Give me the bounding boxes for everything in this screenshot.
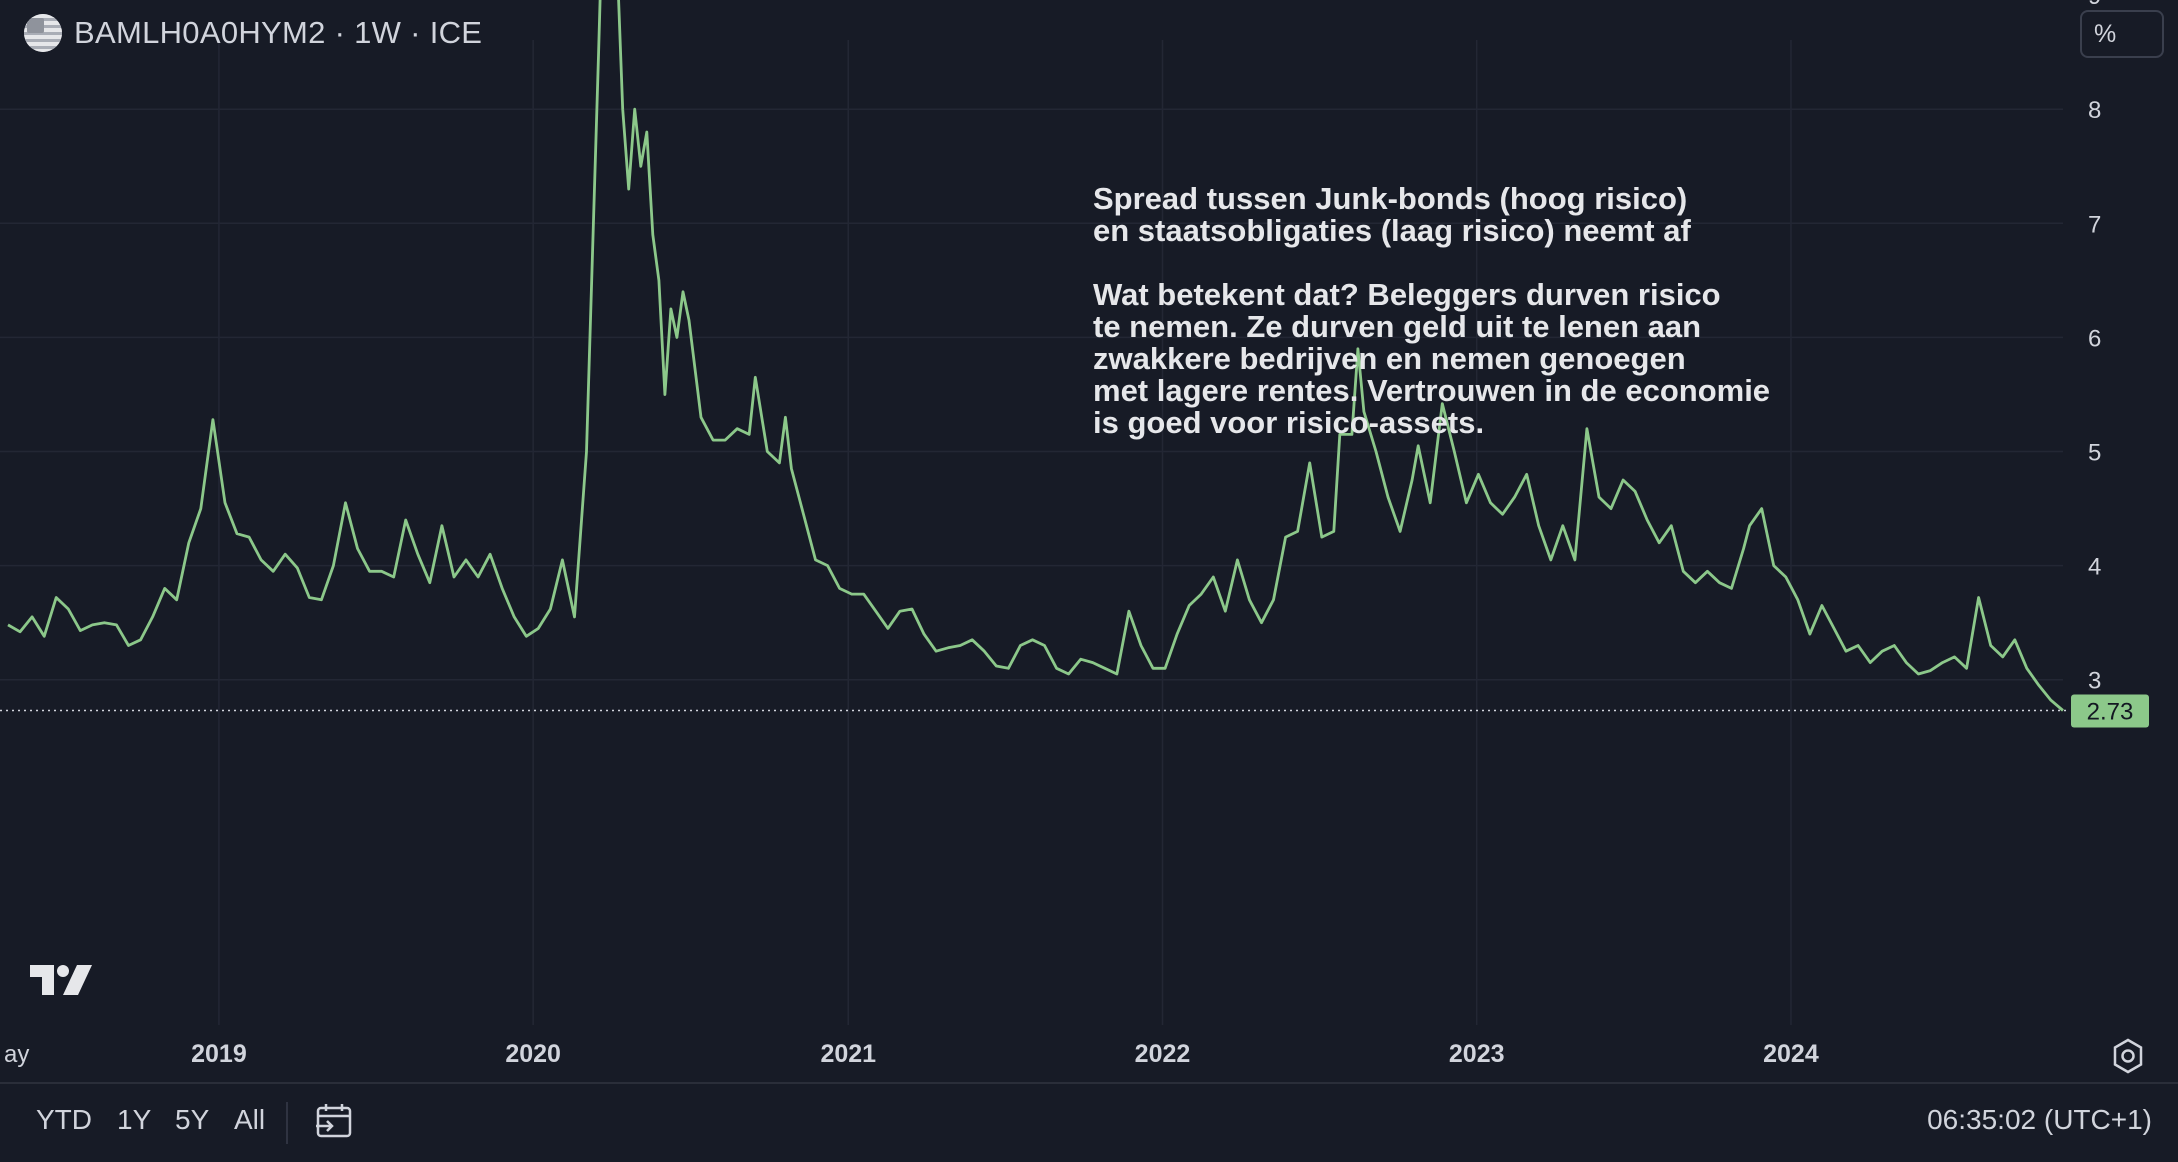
symbol-title[interactable]: BAMLH0A0HYM2 · 1W · ICE — [74, 15, 483, 50]
bottom-toolbar: YTD 1Y 5Y All 06:35:02 (UTC+1) — [0, 1082, 2178, 1162]
x-tick-label: 2022 — [1135, 1040, 1191, 1068]
settings-gear-icon[interactable] — [2108, 1036, 2148, 1076]
chart-grid — [0, 40, 2063, 1025]
x-tick-label: 2024 — [1763, 1040, 1819, 1068]
x-tick-label: 2020 — [505, 1040, 561, 1068]
y-tick-label: 4 — [2088, 554, 2101, 581]
last-price-value: 2.73 — [2087, 699, 2134, 726]
chart-header: BAMLH0A0HYM2 · 1W · ICE — [24, 10, 482, 56]
last-price-badge — [2071, 694, 2149, 728]
x-tick-label: ay — [4, 1041, 29, 1068]
x-tick-label: 2023 — [1449, 1040, 1505, 1068]
y-tick-label: 6 — [2088, 325, 2101, 352]
range-5y-button[interactable]: 5Y — [175, 1104, 210, 1135]
last-price-label: 2.73 — [2071, 694, 2149, 728]
us-flag-icon — [24, 14, 62, 52]
calendar-goto-icon[interactable] — [314, 1102, 354, 1142]
range-1y-button[interactable]: 1Y — [117, 1104, 152, 1135]
percent-scale-button[interactable]: % — [2080, 10, 2164, 58]
y-tick-label: 5 — [2088, 440, 2101, 467]
x-axis: ay 2019 2020 2021 2022 2023 2024 — [4, 1040, 1819, 1068]
spread-series-line — [7, 0, 2064, 712]
tradingview-logo-icon[interactable] — [30, 963, 94, 997]
x-tick-label: 2021 — [820, 1040, 876, 1068]
clock-timezone[interactable]: 06:35:02 (UTC+1) — [1927, 1104, 2152, 1135]
y-tick-label: 9 — [2088, 0, 2101, 10]
y-tick-label: 8 — [2088, 97, 2101, 124]
range-all-button[interactable]: All — [234, 1104, 266, 1135]
toolbar-divider — [286, 1102, 288, 1144]
chart-annotation: Spread tussen Junk-bonds (hoog risico) e… — [1093, 181, 1771, 440]
x-tick-label: 2019 — [191, 1040, 247, 1068]
y-tick-label: 3 — [2088, 668, 2101, 695]
y-axis: 345678910 — [2088, 0, 2101, 695]
y-tick-label: 7 — [2088, 211, 2101, 238]
range-ytd-button[interactable]: YTD — [36, 1104, 92, 1135]
